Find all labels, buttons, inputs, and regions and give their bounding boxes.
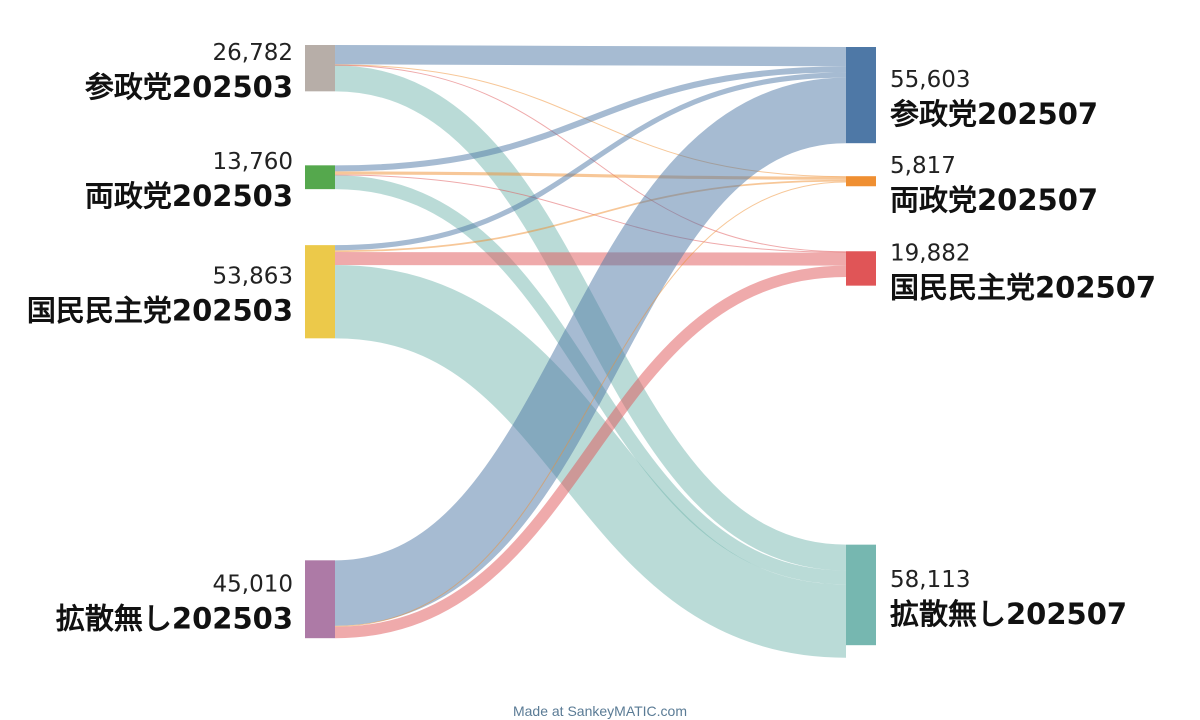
node-value-dst_kokumin: 19,882 bbox=[890, 240, 970, 266]
nodes-layer bbox=[305, 45, 876, 646]
node-bar-src_ryosei[interactable] bbox=[305, 165, 335, 190]
flow-link-src_ryosei-to-dst_kokumin[interactable] bbox=[334, 174, 847, 253]
node-label-dst_none: 拡散無し202507 bbox=[890, 597, 1127, 631]
flow-link-src_kokumin-to-dst_ryosei[interactable] bbox=[334, 179, 847, 253]
node-bar-dst_sansei[interactable] bbox=[846, 47, 876, 144]
node-label-dst_sansei: 参政党202507 bbox=[890, 97, 1098, 131]
labels-layer: 26,782 参政党202503 13,760 両政党202503 53,863 国民民主… bbox=[27, 40, 1156, 635]
node-bar-src_kokumin[interactable] bbox=[305, 245, 335, 339]
flow-link-src_none-to-dst_ryosei[interactable] bbox=[334, 181, 847, 627]
node-label-src_ryosei: 両政党202503 bbox=[85, 179, 293, 213]
flow-link-src_none-to-dst_kokumin[interactable] bbox=[334, 265, 847, 639]
node-value-dst_sansei: 55,603 bbox=[890, 67, 970, 93]
credit-text[interactable]: Made at SankeyMATIC.com bbox=[513, 703, 687, 719]
node-label-src_sansei: 参政党202503 bbox=[85, 70, 293, 104]
node-value-src_ryosei: 13,760 bbox=[213, 149, 293, 175]
node-bar-src_none[interactable] bbox=[305, 560, 335, 639]
node-bar-src_sansei[interactable] bbox=[305, 45, 335, 92]
node-bar-dst_ryosei[interactable] bbox=[846, 176, 876, 187]
node-value-dst_ryosei: 5,817 bbox=[890, 153, 956, 179]
node-value-dst_none: 58,113 bbox=[890, 567, 970, 593]
flow-link-src_ryosei-to-dst_sansei[interactable] bbox=[334, 66, 847, 172]
flow-link-src_kokumin-to-dst_sansei[interactable] bbox=[334, 72, 847, 251]
links-layer bbox=[333, 45, 848, 658]
node-label-src_kokumin: 国民民主党202503 bbox=[27, 294, 293, 328]
flow-link-src_kokumin-to-dst_kokumin[interactable] bbox=[334, 252, 847, 266]
node-label-dst_ryosei: 両政党202507 bbox=[890, 183, 1098, 217]
node-value-src_kokumin: 53,863 bbox=[213, 264, 293, 290]
node-value-src_sansei: 26,782 bbox=[213, 40, 293, 66]
node-bar-dst_none[interactable] bbox=[846, 544, 876, 646]
flow-link-src_none-to-dst_sansei[interactable] bbox=[333, 77, 848, 626]
flow-link-src_sansei-to-dst_sansei[interactable] bbox=[334, 45, 847, 67]
node-value-src_none: 45,010 bbox=[213, 571, 293, 597]
node-label-src_none: 拡散無し202503 bbox=[56, 601, 293, 635]
node-bar-dst_kokumin[interactable] bbox=[846, 251, 876, 286]
node-label-dst_kokumin: 国民民主党202507 bbox=[890, 270, 1156, 304]
flow-link-src_ryosei-to-dst_ryosei[interactable] bbox=[334, 171, 847, 180]
